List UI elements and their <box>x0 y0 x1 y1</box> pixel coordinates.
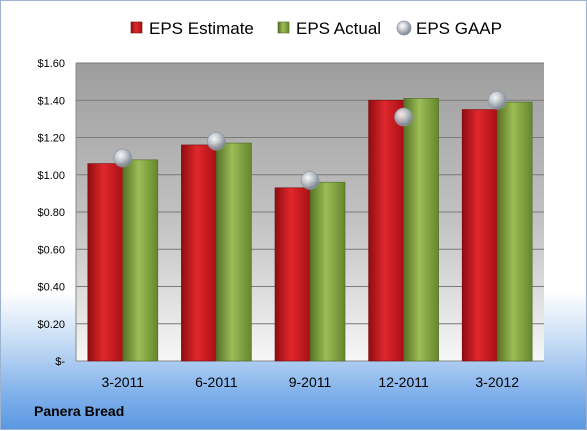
y-tick-label: $0.20 <box>37 319 65 331</box>
bar-eps-estimate <box>274 187 311 362</box>
y-tick-label: $1.20 <box>37 133 65 145</box>
bar-eps-estimate <box>181 144 217 362</box>
bar-eps-actual <box>496 101 533 362</box>
legend-label: EPS Estimate <box>149 19 254 38</box>
marker-eps-gaap <box>394 107 414 127</box>
bar-eps-estimate <box>87 163 124 362</box>
x-tick-label: 3-2012 <box>475 374 519 390</box>
marker-eps-gaap <box>113 148 133 168</box>
x-tick-label: 6-2011 <box>195 374 238 390</box>
bar-eps-actual <box>309 181 346 362</box>
y-tick-label: $0.80 <box>37 207 65 219</box>
marker-eps-gaap <box>487 90 507 110</box>
y-tick-label: $1.40 <box>37 95 65 107</box>
y-tick-label: $0.40 <box>37 282 65 294</box>
legend-label: EPS GAAP <box>416 19 502 38</box>
marker-eps-gaap <box>300 170 320 190</box>
legend-swatch-actual <box>277 21 290 34</box>
legend-swatch-gaap <box>396 20 412 36</box>
y-tick-label: $1.60 <box>37 58 65 70</box>
legend-swatch-estimate <box>130 21 143 34</box>
x-tick-label: 9-2011 <box>289 374 332 390</box>
bar-eps-actual <box>216 142 252 362</box>
x-tick-label: 3-2011 <box>102 374 145 390</box>
y-tick-label: $- <box>55 356 65 368</box>
x-axis: 3-2011 6-2011 9-2011 12-2011 3-2012 <box>102 374 520 390</box>
x-tick-label: 12-2011 <box>378 374 429 390</box>
bar-eps-estimate <box>461 109 498 362</box>
bars <box>87 98 533 362</box>
bar-eps-actual <box>122 159 159 362</box>
gaap-markers <box>113 90 507 190</box>
bar-eps-actual <box>403 98 439 362</box>
legend-label: EPS Actual <box>296 19 381 38</box>
marker-eps-gaap <box>206 131 226 151</box>
y-tick-label: $1.00 <box>37 170 65 182</box>
company-name: Panera Bread <box>34 403 125 419</box>
y-tick-label: $0.60 <box>37 244 65 256</box>
bar-eps-estimate <box>368 99 404 362</box>
legend: EPS Estimate EPS Actual EPS GAAP <box>130 19 502 38</box>
